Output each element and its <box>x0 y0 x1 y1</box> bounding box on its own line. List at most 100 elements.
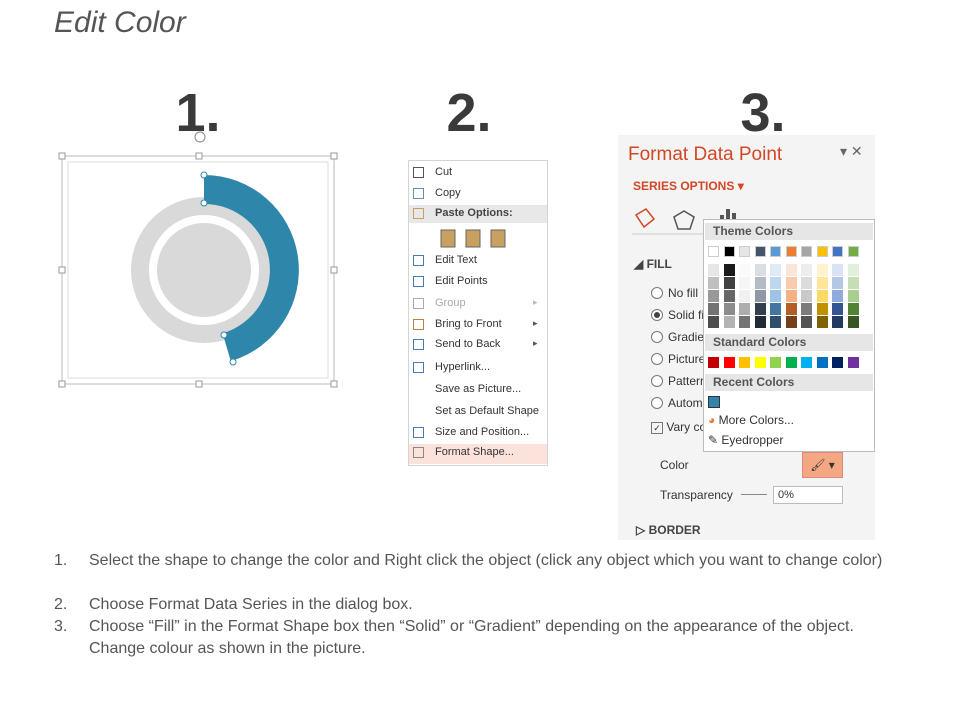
shade-swatch[interactable] <box>739 316 750 328</box>
shade-swatch[interactable] <box>739 277 750 289</box>
shade-swatch[interactable] <box>832 290 843 302</box>
shade-swatch[interactable] <box>816 264 828 276</box>
standard-swatch[interactable] <box>739 357 750 368</box>
section-header[interactable]: SERIES OPTIONS ▾ <box>633 179 744 193</box>
menu-item[interactable]: Edit Points <box>435 275 488 287</box>
standard-swatch[interactable] <box>801 357 812 368</box>
shade-swatch[interactable] <box>770 264 781 276</box>
fill-option-label[interactable]: Autom <box>668 396 703 410</box>
theme-swatch[interactable] <box>785 246 797 257</box>
fill-radio[interactable] <box>651 309 663 321</box>
shade-swatch[interactable] <box>708 290 719 302</box>
theme-swatch[interactable] <box>801 246 812 257</box>
theme-swatch[interactable] <box>770 246 781 257</box>
theme-swatch[interactable] <box>816 246 828 257</box>
shade-swatch[interactable] <box>739 290 750 302</box>
shade-swatch[interactable] <box>723 277 735 289</box>
theme-swatch[interactable] <box>832 246 843 257</box>
theme-swatch[interactable] <box>723 246 735 257</box>
menu-item[interactable]: Format Shape... <box>435 446 514 458</box>
shade-swatch[interactable] <box>785 264 797 276</box>
shade-swatch[interactable] <box>847 290 859 302</box>
theme-swatch[interactable] <box>847 246 859 257</box>
shade-swatch[interactable] <box>770 303 781 315</box>
fill-header[interactable]: ◢ FILL <box>634 257 672 271</box>
shade-swatch[interactable] <box>723 290 735 302</box>
menu-item[interactable]: Save as Picture... <box>435 383 522 395</box>
shade-swatch[interactable] <box>816 316 828 328</box>
fill-radio[interactable] <box>651 287 663 299</box>
eyedropper[interactable]: ✎ Eyedropper <box>708 433 784 447</box>
fill-option-label[interactable]: Gradie <box>668 330 705 344</box>
shade-swatch[interactable] <box>832 277 843 289</box>
shade-swatch[interactable] <box>708 264 719 276</box>
shade-swatch[interactable] <box>708 277 719 289</box>
shade-swatch[interactable] <box>832 264 843 276</box>
border-header[interactable]: ▷ BORDER <box>636 523 701 537</box>
more-colors[interactable]: ◕ More Colors... <box>708 413 794 427</box>
shade-swatch[interactable] <box>723 264 735 276</box>
menu-item[interactable]: Size and Position... <box>435 426 530 438</box>
shade-swatch[interactable] <box>770 290 781 302</box>
standard-swatch[interactable] <box>723 357 735 368</box>
shade-swatch[interactable] <box>739 303 750 315</box>
menu-item[interactable]: Edit Text <box>435 254 477 266</box>
shade-swatch[interactable] <box>816 277 828 289</box>
theme-swatch[interactable] <box>754 246 766 257</box>
shade-swatch[interactable] <box>723 316 735 328</box>
shade-swatch[interactable] <box>723 303 735 315</box>
shade-swatch[interactable] <box>801 277 812 289</box>
shade-swatch[interactable] <box>816 303 828 315</box>
shade-swatch[interactable] <box>770 277 781 289</box>
fill-option-label[interactable]: Picture <box>668 352 706 366</box>
theme-swatch[interactable] <box>708 246 719 257</box>
shade-swatch[interactable] <box>801 316 812 328</box>
shade-swatch[interactable] <box>832 303 843 315</box>
shade-swatch[interactable] <box>754 264 766 276</box>
standard-swatch[interactable] <box>832 357 843 368</box>
panel-controls[interactable]: ▾ ✕ <box>840 143 863 159</box>
fill-option-label[interactable]: No fill <box>668 286 699 300</box>
shade-swatch[interactable] <box>847 303 859 315</box>
menu-item[interactable]: Copy <box>435 187 461 199</box>
fill-option-label[interactable]: Patterr <box>668 374 705 388</box>
standard-swatch[interactable] <box>770 357 781 368</box>
shade-swatch[interactable] <box>816 290 828 302</box>
shade-swatch[interactable] <box>785 277 797 289</box>
menu-item[interactable]: Cut <box>435 166 453 178</box>
standard-swatch[interactable] <box>708 357 719 368</box>
standard-swatch[interactable] <box>847 357 859 368</box>
shade-swatch[interactable] <box>785 290 797 302</box>
shade-swatch[interactable] <box>847 277 859 289</box>
shade-swatch[interactable] <box>754 290 766 302</box>
shade-swatch[interactable] <box>770 316 781 328</box>
shade-swatch[interactable] <box>847 316 859 328</box>
shade-swatch[interactable] <box>801 303 812 315</box>
color-button[interactable]: 🖌 ▾ <box>802 452 843 478</box>
shade-swatch[interactable] <box>801 290 812 302</box>
shade-swatch[interactable] <box>832 316 843 328</box>
recent-swatch[interactable] <box>708 396 720 408</box>
shade-swatch[interactable] <box>708 316 719 328</box>
menu-item[interactable]: Set as Default Shape <box>435 405 539 417</box>
fill-radio[interactable] <box>651 353 663 365</box>
menu-item[interactable]: Group <box>435 297 466 309</box>
shade-swatch[interactable] <box>754 277 766 289</box>
menu-item[interactable]: Bring to Front <box>435 318 502 330</box>
fill-radio[interactable] <box>651 397 663 409</box>
shade-swatch[interactable] <box>708 303 719 315</box>
shade-swatch[interactable] <box>801 264 812 276</box>
shade-swatch[interactable] <box>785 316 797 328</box>
menu-item[interactable]: Hyperlink... <box>435 361 491 373</box>
menu-item[interactable]: Send to Back <box>435 338 501 350</box>
transparency-slider[interactable] <box>741 494 767 495</box>
standard-swatch[interactable] <box>754 357 766 368</box>
shade-swatch[interactable] <box>754 316 766 328</box>
fill-radio[interactable] <box>651 375 663 387</box>
shade-swatch[interactable] <box>739 264 750 276</box>
vary-checkbox[interactable]: ✓ Vary co <box>651 420 706 434</box>
transparency-input[interactable]: 0% <box>773 486 843 504</box>
shade-swatch[interactable] <box>785 303 797 315</box>
standard-swatch[interactable] <box>785 357 797 368</box>
standard-swatch[interactable] <box>816 357 828 368</box>
